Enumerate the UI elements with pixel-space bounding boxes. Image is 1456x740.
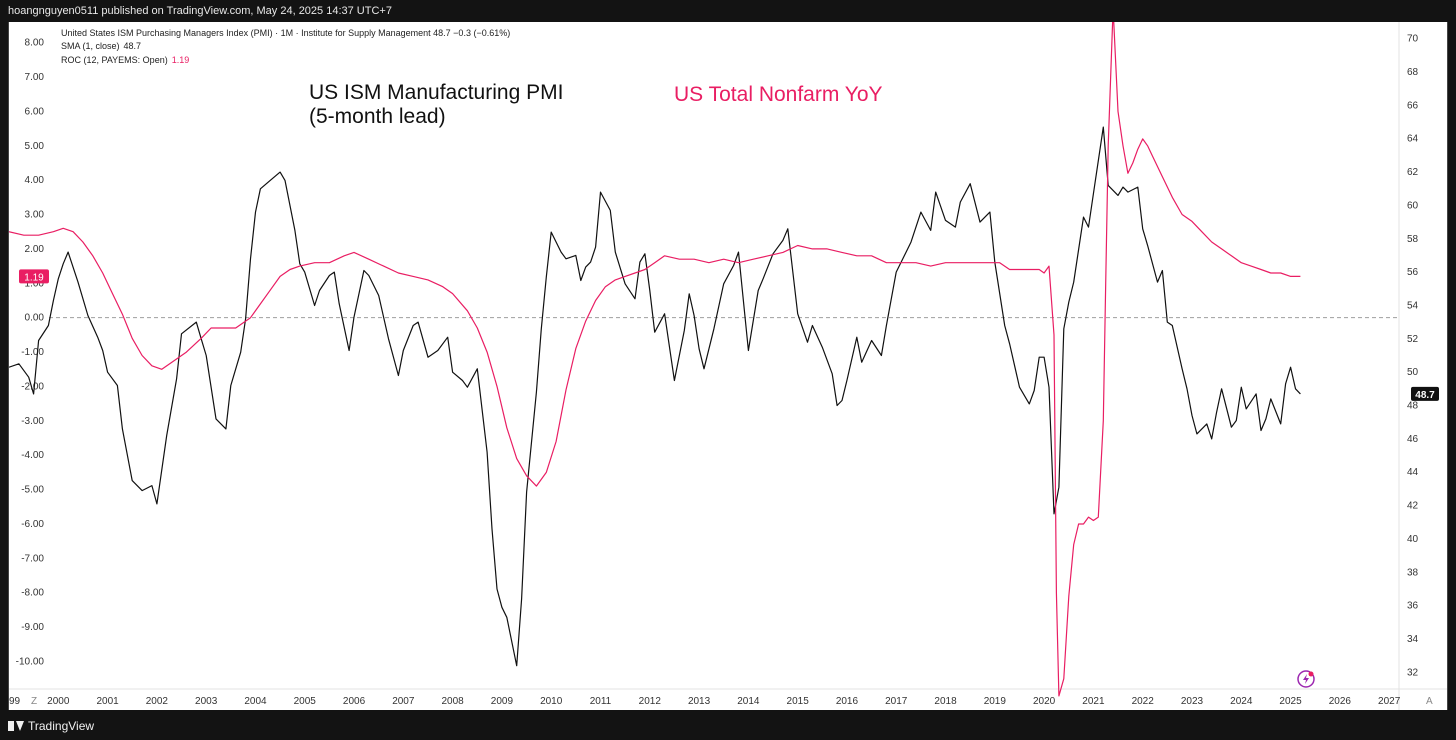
series-layer — [8, 7, 1301, 697]
right-value-badge: 48.7 — [1411, 386, 1439, 401]
x-tick-label: 2014 — [737, 696, 760, 707]
left-tick-label: -1.00 — [21, 347, 44, 358]
tradingview-brand: TradingView — [28, 719, 95, 733]
right-tick-label: 48 — [1407, 401, 1419, 412]
right-tick-label: 34 — [1407, 634, 1419, 645]
x-tick-label: 2025 — [1279, 696, 1302, 707]
x-tick-label: 2007 — [392, 696, 415, 707]
x-tick-label: 2013 — [688, 696, 711, 707]
x-tick-label: 2017 — [885, 696, 908, 707]
x-tick-label: 2008 — [441, 696, 464, 707]
left-tick-label: -10.00 — [16, 656, 45, 667]
published-text: hoangnguyen0511 published on TradingView… — [8, 5, 392, 17]
right-tick-label: 42 — [1407, 501, 1419, 512]
x-tick-label: 2026 — [1329, 696, 1352, 707]
right-tick-label: 62 — [1407, 167, 1419, 178]
right-tick-label: 38 — [1407, 567, 1419, 578]
x-tick-label: 2015 — [787, 696, 810, 707]
left-axis-ticks: 8.00 7.00 6.00 5.00 4.00 3.00 2.00 1.00 0.00 -1.0… — [16, 38, 45, 668]
tradingview-logo-icon — [8, 721, 24, 731]
footer-bar: TradingView — [0, 710, 1456, 740]
right-tick-label: 70 — [1407, 34, 1419, 45]
x-tick-label: 2006 — [343, 696, 366, 707]
lightning-badge-icon[interactable] — [1297, 670, 1315, 688]
left-tick-label: 8.00 — [25, 38, 45, 49]
x-tick-label: 2004 — [244, 696, 267, 707]
right-tick-label: 54 — [1407, 300, 1419, 311]
x-tick-label: 2011 — [590, 696, 612, 707]
right-tick-label: 46 — [1407, 434, 1419, 445]
left-tick-label: -8.00 — [21, 588, 44, 599]
legend-line-1: United States ISM Purchasing Managers In… — [61, 28, 510, 38]
left-tick-label: -6.00 — [21, 519, 44, 530]
right-tick-label: 36 — [1407, 601, 1419, 612]
right-tick-label: 44 — [1407, 467, 1419, 478]
left-value-badge: 1.19 — [19, 269, 49, 284]
right-axis-corner-label[interactable]: A — [1426, 696, 1433, 707]
right-tick-label: 68 — [1407, 67, 1419, 78]
pmi-annotation-line-2: (5-month lead) — [309, 105, 446, 128]
x-tick-label: 2002 — [146, 696, 169, 707]
right-axis-ticks: 70 68 66 64 62 60 58 56 54 52 50 48 46 44 42 40 38 36 34 32 — [1407, 34, 1419, 679]
right-tick-label: 66 — [1407, 100, 1419, 111]
x-tick-label: 2027 — [1378, 696, 1401, 707]
x-tick-label: 2019 — [984, 696, 1007, 707]
left-tick-label: -5.00 — [21, 485, 44, 496]
right-badge-text: 48.7 — [1415, 390, 1435, 401]
series-line-pmi — [8, 126, 1301, 667]
nfp-annotation: US Total Nonfarm YoY — [674, 83, 883, 106]
left-tick-label: 4.00 — [25, 175, 45, 186]
axes — [9, 22, 1447, 710]
left-tick-label: -3.00 — [21, 416, 44, 427]
left-tick-label: 5.00 — [25, 141, 45, 152]
x-tick-label: 2020 — [1033, 696, 1056, 707]
left-tick-label: -2.00 — [21, 381, 44, 392]
x-tick-label: 2021 — [1082, 696, 1105, 707]
x-tick-label: 2001 — [96, 696, 119, 707]
legend-line-3: ROC (12, PAYEMS: Open) 1.19 — [61, 55, 189, 65]
x-tick-label: 2012 — [639, 696, 662, 707]
chart-svg[interactable]: 8.00 7.00 6.00 5.00 4.00 3.00 2.00 1.00 0.00 -1.0… — [0, 7, 1447, 710]
x-tick-label: 2024 — [1230, 696, 1253, 707]
x-axis-ticks: 1999 2000 2001 2002 2003 2004 2005 2006 2007 2008… — [0, 696, 1401, 707]
x-tick-label: 2018 — [934, 696, 957, 707]
left-tick-label: 3.00 — [25, 210, 45, 221]
x-tick-label: 2022 — [1132, 696, 1155, 707]
x-tick-label: 2009 — [491, 696, 514, 707]
series-line-nfp — [8, 7, 1301, 697]
left-tick-label: 1.00 — [25, 278, 45, 289]
right-tick-label: 50 — [1407, 367, 1419, 378]
x-tick-label: 2016 — [836, 696, 859, 707]
published-header: hoangnguyen0511 published on TradingView… — [0, 0, 1456, 22]
right-tick-label: 64 — [1407, 134, 1419, 145]
left-tick-label: -7.00 — [21, 553, 44, 564]
left-badge-text: 1.19 — [24, 272, 44, 283]
left-tick-label: -9.00 — [21, 622, 44, 633]
left-tick-label: 2.00 — [25, 244, 45, 255]
right-tick-label: 58 — [1407, 234, 1419, 245]
x-tick-label: 2005 — [294, 696, 317, 707]
pmi-annotation-line-1: US ISM Manufacturing PMI — [309, 81, 563, 104]
left-axis-corner-label[interactable]: Z — [31, 696, 37, 707]
right-tick-label: 40 — [1407, 534, 1419, 545]
chart-panel[interactable]: 8.00 7.00 6.00 5.00 4.00 3.00 2.00 1.00 0.00 -1.0… — [0, 7, 1448, 710]
right-tick-label: 52 — [1407, 334, 1419, 345]
left-tick-label: -4.00 — [21, 450, 44, 461]
right-tick-label: 60 — [1407, 200, 1419, 211]
tradingview-logo[interactable]: TradingView — [8, 719, 94, 733]
right-tick-label: 32 — [1407, 667, 1419, 678]
x-tick-label: 2003 — [195, 696, 218, 707]
x-tick-label: 2000 — [47, 696, 70, 707]
left-tick-label: 6.00 — [25, 106, 45, 117]
right-tick-label: 56 — [1407, 267, 1419, 278]
left-tick-label: 7.00 — [25, 72, 45, 83]
legend-line-2: SMA (1, close) 48.7 — [61, 41, 141, 51]
x-tick-label: 1999 — [9, 696, 21, 707]
x-tick-label: 2010 — [540, 696, 563, 707]
left-tick-label: 0.00 — [25, 313, 45, 324]
x-tick-label: 2023 — [1181, 696, 1204, 707]
